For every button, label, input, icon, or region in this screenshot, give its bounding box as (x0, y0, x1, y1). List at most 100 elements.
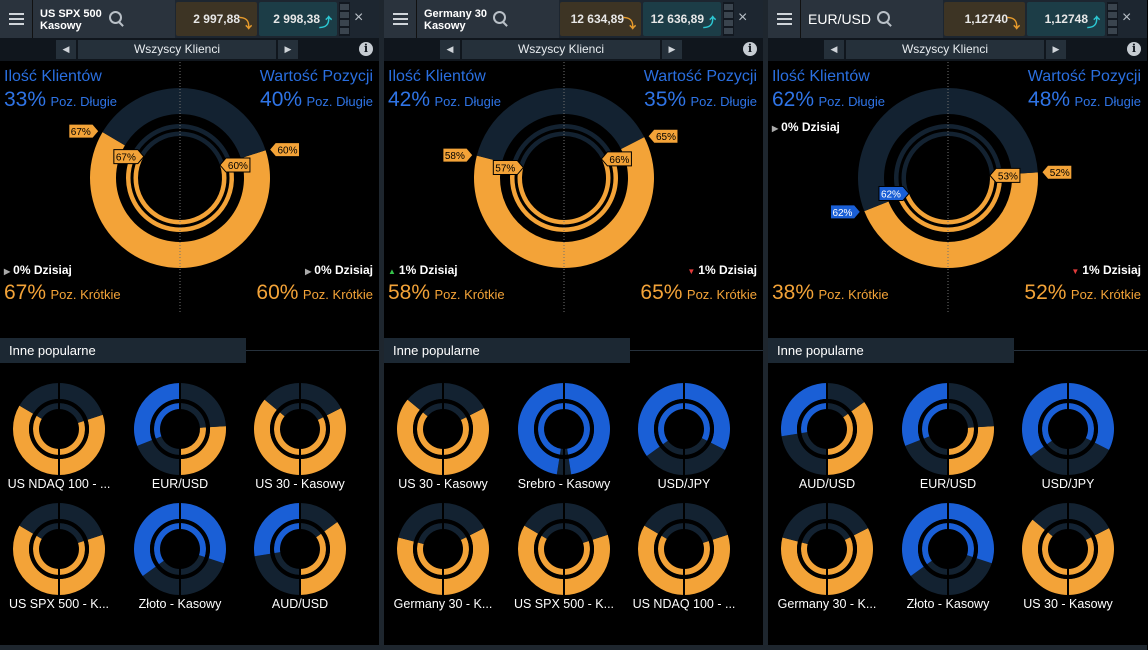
clients-outer-short-segment (90, 132, 180, 268)
prev-filter-button[interactable]: ◀ (440, 40, 460, 59)
mini-sentiment-donut[interactable] (638, 503, 730, 595)
mini-instrument-label[interactable]: Germany 30 - K... (393, 597, 493, 611)
buy-price: 12 636,89 (650, 12, 704, 26)
clients-long-value: 33% (4, 88, 47, 111)
percent-tag: 60% (268, 142, 300, 158)
clients-label: Ilość Klientów (388, 68, 486, 85)
clients-short: 58% Poz. Krótkie (388, 281, 505, 305)
sell-price: 12 634,89 (570, 12, 624, 26)
buy-price-button[interactable]: 2 998,38 ⤴ (259, 2, 337, 36)
panel-separator[interactable] (763, 0, 768, 650)
long-label: Poz. Długie (818, 94, 885, 109)
info-icon[interactable]: i (1127, 42, 1141, 56)
left-today-value: 0% (13, 263, 31, 277)
mini-sentiment-donut[interactable] (254, 383, 346, 475)
sell-price-button[interactable]: 2 997,88 ⤵ (176, 2, 257, 36)
short-label: Poz. Krótkie (434, 287, 505, 302)
value-label: Wartość Pozycji (643, 68, 757, 85)
mini-instrument-label[interactable]: EUR/USD (151, 477, 209, 491)
mini-sentiment-donut[interactable] (638, 383, 730, 475)
mini-instrument-label[interactable]: US SPX 500 - K... (8, 597, 110, 611)
value-short-value: 65% (640, 281, 683, 304)
info-icon[interactable]: i (743, 42, 757, 56)
search-icon[interactable] (493, 11, 509, 27)
clients-outer-long-segment (476, 88, 564, 163)
panel-separator[interactable] (379, 0, 384, 650)
menu-icon[interactable] (0, 0, 33, 38)
menu-icon[interactable] (384, 0, 417, 38)
mini-sentiment-donut[interactable] (781, 383, 873, 475)
sell-price-button[interactable]: 1,12740 ⤵ (944, 2, 1025, 36)
clients-label: Ilość Klientów (4, 68, 102, 85)
mini-instrument-label[interactable]: US 30 - Kasowy (398, 477, 488, 491)
drag-handle[interactable] (339, 2, 350, 36)
next-filter-button[interactable]: ▶ (278, 40, 298, 59)
close-icon[interactable]: × (354, 9, 364, 26)
mini-sentiment-donut[interactable] (1022, 503, 1114, 595)
mini-sentiment-donut[interactable] (13, 503, 105, 595)
drag-handle[interactable] (1107, 2, 1118, 36)
mini-sentiment-donut[interactable] (254, 503, 346, 595)
instrument-selector[interactable]: EUR/USD (801, 0, 943, 38)
mini-instrument-label[interactable]: US NDAQ 100 - ... (7, 477, 111, 491)
mini-sentiment-donut[interactable] (13, 383, 105, 475)
today-label: Dzisiaj (718, 263, 757, 277)
change-direction-icon: ▶ (772, 124, 779, 133)
mini-instrument-label[interactable]: Srebro - Kasowy (517, 477, 611, 491)
info-icon[interactable]: i (359, 42, 373, 56)
prev-filter-button[interactable]: ◀ (56, 40, 76, 59)
mini-instrument-label[interactable]: US NDAQ 100 - ... (632, 597, 736, 611)
close-icon[interactable]: × (738, 9, 748, 26)
change-direction-icon: ▼ (687, 267, 696, 276)
clients-long: 33% Poz. Długie (4, 88, 117, 112)
percent-tag-text: 60% (228, 161, 248, 172)
mini-sentiment-donut[interactable] (902, 503, 994, 595)
value-short-value: 60% (256, 281, 299, 304)
menu-icon[interactable] (768, 0, 801, 38)
mini-instrument-label[interactable]: Złoto - Kasowy (138, 597, 222, 611)
clients-long-value: 42% (388, 88, 431, 111)
close-icon[interactable]: × (1122, 9, 1132, 26)
mini-sentiment-donut[interactable] (397, 503, 489, 595)
mini-sentiment-donut[interactable] (902, 383, 994, 475)
prev-filter-button[interactable]: ◀ (824, 40, 844, 59)
arrow-down-icon: ⤵ (622, 16, 636, 31)
search-icon[interactable] (109, 11, 125, 27)
mini-instrument-label[interactable]: USD/JPY (657, 477, 711, 491)
mini-instrument-label[interactable]: EUR/USD (919, 477, 977, 491)
mini-instrument-label[interactable]: US SPX 500 - K... (513, 597, 615, 611)
mini-instrument-label[interactable]: USD/JPY (1041, 477, 1095, 491)
change-direction-icon: ▼ (1071, 267, 1080, 276)
search-icon[interactable] (877, 11, 893, 27)
mini-instrument-label[interactable]: US 30 - Kasowy (1023, 597, 1113, 611)
mini-instrument-label[interactable]: AUD/USD (798, 477, 856, 491)
panel-header: US SPX 500 Kasowy 2 997,88 ⤵ 2 998,38 ⤴ … (0, 0, 379, 38)
mini-sentiment-donut[interactable] (134, 503, 226, 595)
mini-instrument-label[interactable]: AUD/USD (271, 597, 329, 611)
instrument-panel: EUR/USD 1,12740 ⤵ 1,12748 ⤴ × ◀ Wszyscy … (768, 0, 1147, 650)
right-today-value: 1% (1082, 263, 1100, 277)
mini-sentiment-donut[interactable] (134, 383, 226, 475)
mini-sentiment-donut[interactable] (781, 503, 873, 595)
value-short: 60% Poz. Krótkie (256, 281, 373, 305)
mini-sentiment-donut[interactable] (1022, 383, 1114, 475)
mini-instrument-label[interactable]: Germany 30 - K... (777, 597, 877, 611)
client-filter-bar: ◀ Wszyscy Klienci ▶ i (384, 38, 763, 61)
instrument-selector[interactable]: Germany 30 Kasowy (417, 0, 559, 38)
mini-sentiment-donut[interactable] (518, 503, 610, 595)
instrument-selector[interactable]: US SPX 500 Kasowy (33, 0, 175, 38)
buy-price-button[interactable]: 1,12748 ⤴ (1027, 2, 1105, 36)
mini-sentiment-donut[interactable] (518, 383, 610, 475)
next-filter-button[interactable]: ▶ (1046, 40, 1066, 59)
clients-long: 42% Poz. Długie (388, 88, 501, 112)
mini-instrument-label[interactable]: US 30 - Kasowy (255, 477, 345, 491)
sentiment-donut-chart: 67% 60% 67% 60% (68, 62, 300, 312)
drag-handle[interactable] (723, 2, 734, 36)
clients-inner-short-segment (125, 150, 180, 232)
next-filter-button[interactable]: ▶ (662, 40, 682, 59)
sell-price-button[interactable]: 12 634,89 ⤵ (560, 2, 641, 36)
mini-instrument-label[interactable]: Złoto - Kasowy (906, 597, 990, 611)
mini-sentiment-donut[interactable] (397, 383, 489, 475)
popular-section-header: Inne popularne (384, 338, 630, 363)
buy-price-button[interactable]: 12 636,89 ⤴ (643, 2, 721, 36)
